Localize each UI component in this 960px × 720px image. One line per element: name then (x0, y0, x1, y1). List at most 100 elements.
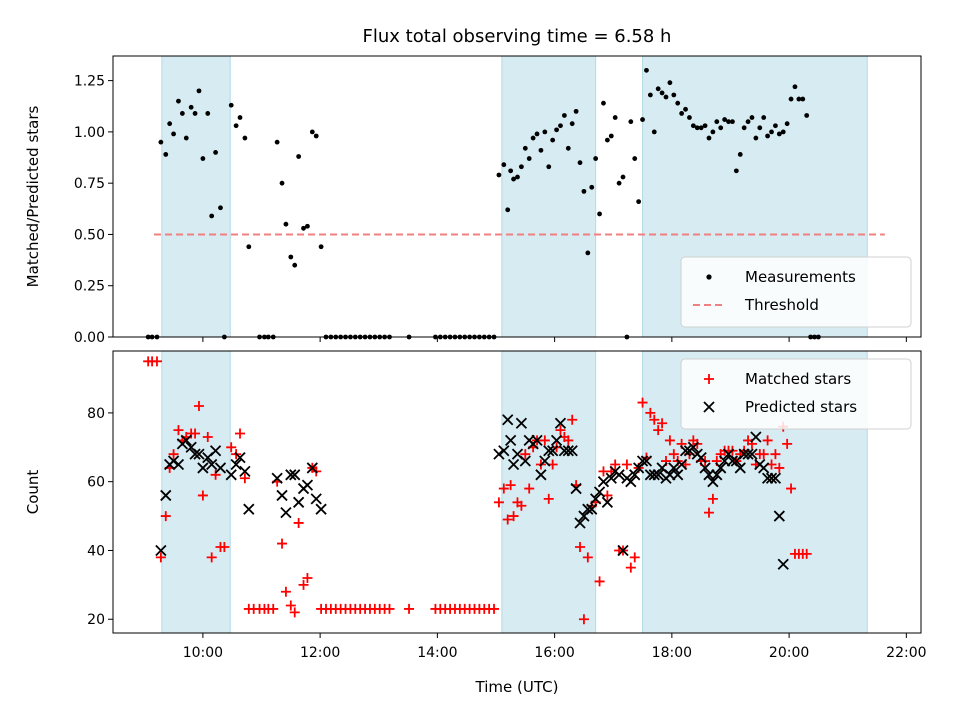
data-point (279, 180, 285, 186)
data-point (733, 168, 739, 174)
data-point (302, 572, 313, 583)
data-point (318, 244, 324, 250)
data-point (515, 174, 520, 180)
data-point (285, 600, 296, 611)
data-point (200, 156, 206, 161)
data-point (663, 94, 669, 100)
data-point (773, 510, 785, 522)
y-axis-label: Matched/Predicted stars (24, 106, 42, 288)
data-point (636, 199, 642, 205)
data-point (726, 119, 731, 125)
data-point (628, 119, 634, 125)
data-point (699, 462, 711, 474)
legend-label: Predicted stars (745, 398, 857, 416)
data-point (193, 448, 205, 460)
series-dot (145, 67, 821, 340)
data-point (530, 135, 536, 141)
data-point (565, 145, 571, 151)
data-point (271, 472, 283, 484)
data-point (758, 449, 769, 460)
data-point (197, 490, 208, 501)
data-point (804, 113, 810, 118)
data-point (668, 449, 679, 460)
data-point (586, 503, 598, 515)
data-point (714, 119, 720, 125)
data-point (505, 207, 511, 213)
observing-window (161, 350, 231, 634)
data-point (776, 131, 782, 137)
data-point (788, 96, 794, 102)
data-point (306, 462, 318, 474)
y-axis-label: Count (24, 470, 42, 515)
data-point (589, 184, 595, 190)
data-point (629, 469, 641, 481)
data-point (601, 100, 606, 106)
data-point (792, 84, 798, 90)
data-point (597, 211, 602, 217)
data-point (604, 137, 610, 143)
series-cross (155, 414, 789, 570)
bottom-panel-counts: 20 40 60 80 10:00 12:00 14:00 16:00 18:00 20:00 22… (24, 350, 927, 661)
data-point (246, 244, 252, 250)
data-point (765, 472, 778, 484)
data-point (292, 496, 305, 508)
data-point (183, 135, 189, 141)
data-point (315, 503, 327, 515)
data-point (671, 92, 677, 98)
x-axis-label: Time (UTC) (475, 678, 559, 696)
data-point (496, 172, 502, 178)
data-point (672, 469, 684, 481)
data-point (179, 111, 185, 116)
y-tick-label: 0.75 (74, 176, 105, 192)
data-point (690, 123, 696, 129)
data-point (242, 135, 248, 141)
data-point (289, 607, 300, 618)
data-point (757, 125, 763, 131)
data-point (501, 162, 507, 168)
data-point (511, 176, 516, 182)
data-point (235, 428, 246, 439)
data-point (489, 603, 500, 614)
data-point (710, 129, 716, 135)
data-point (574, 517, 586, 529)
data-point (734, 462, 746, 474)
y-tick-label: 1.00 (74, 125, 105, 141)
data-point (554, 417, 567, 429)
data-point (730, 119, 735, 125)
data-point (292, 262, 298, 268)
data-point (189, 448, 201, 460)
data-point (617, 544, 629, 557)
data-point (585, 250, 591, 256)
data-point (280, 506, 292, 519)
data-point (534, 131, 540, 137)
data-point (616, 180, 622, 186)
data-point (558, 123, 563, 129)
data-point (637, 397, 648, 408)
axes-frame (112, 55, 922, 338)
data-point (679, 445, 692, 457)
y-tick-label: 0.50 (74, 227, 105, 243)
data-point (268, 603, 279, 614)
data-point (632, 156, 638, 161)
data-point (698, 125, 704, 131)
data-point (645, 407, 656, 418)
data-point (274, 139, 280, 145)
data-point (753, 135, 759, 141)
data-point (769, 472, 782, 484)
data-point (515, 417, 528, 429)
data-point (777, 558, 789, 570)
data-point (305, 223, 310, 229)
data-point (702, 123, 708, 129)
data-point (502, 514, 513, 525)
data-point (151, 356, 162, 367)
data-point (570, 482, 582, 495)
data-point (210, 469, 221, 480)
y-tick-label: 80 (87, 406, 105, 422)
legend-label: Threshold (744, 296, 819, 314)
data-point (703, 507, 714, 518)
data-point (285, 469, 297, 481)
data-point (205, 111, 211, 116)
legend: Matched stars Predicted stars (680, 358, 912, 430)
data-point (498, 483, 509, 494)
